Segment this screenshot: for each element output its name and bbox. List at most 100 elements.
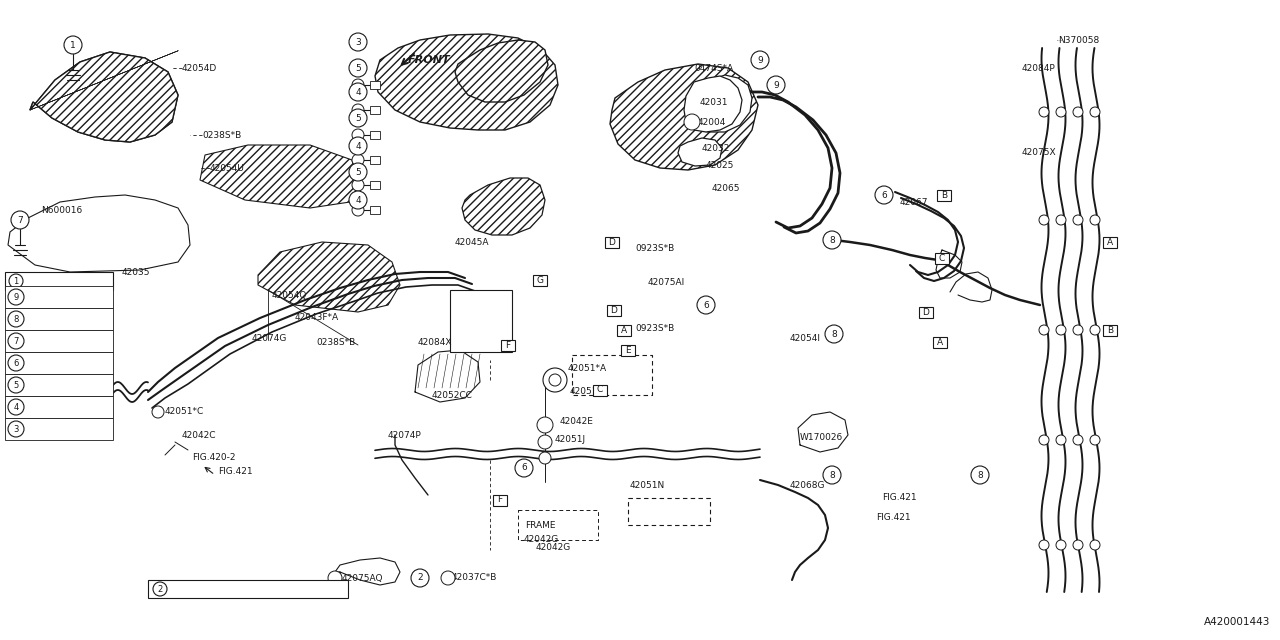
Text: 0923S*B: 0923S*B xyxy=(635,323,675,333)
FancyBboxPatch shape xyxy=(451,290,512,352)
Text: W170026: W170026 xyxy=(800,433,844,442)
Text: 3: 3 xyxy=(13,424,19,433)
Circle shape xyxy=(352,104,364,116)
Circle shape xyxy=(349,191,367,209)
Text: 42054D: 42054D xyxy=(182,63,218,72)
Circle shape xyxy=(1091,215,1100,225)
Circle shape xyxy=(349,163,367,181)
Text: D: D xyxy=(611,305,617,314)
Polygon shape xyxy=(29,52,178,142)
Text: 5: 5 xyxy=(355,113,361,122)
Text: 4: 4 xyxy=(355,88,361,97)
Text: A: A xyxy=(937,337,943,346)
Text: F: F xyxy=(506,340,511,349)
FancyBboxPatch shape xyxy=(370,181,380,189)
FancyBboxPatch shape xyxy=(500,339,515,351)
Text: 8: 8 xyxy=(831,330,837,339)
Circle shape xyxy=(751,51,769,69)
Text: 42032: 42032 xyxy=(701,143,731,152)
Text: 8: 8 xyxy=(829,470,835,479)
Text: FIG.421: FIG.421 xyxy=(218,467,252,477)
Circle shape xyxy=(767,76,785,94)
Text: 4: 4 xyxy=(355,141,361,150)
FancyBboxPatch shape xyxy=(593,385,607,396)
FancyBboxPatch shape xyxy=(370,81,380,89)
Circle shape xyxy=(349,109,367,127)
FancyBboxPatch shape xyxy=(1103,237,1117,248)
Polygon shape xyxy=(29,52,178,142)
Circle shape xyxy=(823,466,841,484)
Text: 9: 9 xyxy=(758,56,763,65)
Circle shape xyxy=(1073,107,1083,117)
Circle shape xyxy=(8,421,24,437)
FancyBboxPatch shape xyxy=(934,253,948,264)
Circle shape xyxy=(1091,325,1100,335)
Text: 0238S*A: 0238S*A xyxy=(28,314,69,323)
Text: 42074G: 42074G xyxy=(252,333,288,342)
Text: 7: 7 xyxy=(13,337,19,346)
Circle shape xyxy=(1091,540,1100,550)
Circle shape xyxy=(9,274,23,288)
Circle shape xyxy=(352,79,364,91)
Text: 59185: 59185 xyxy=(28,424,58,433)
Circle shape xyxy=(8,355,24,371)
Circle shape xyxy=(411,569,429,587)
Text: 42042E: 42042E xyxy=(561,417,594,426)
Text: 42031: 42031 xyxy=(700,97,728,106)
Text: 42074P: 42074P xyxy=(388,431,421,440)
Text: 42052CC: 42052CC xyxy=(433,390,472,399)
Text: 8: 8 xyxy=(829,236,835,244)
Polygon shape xyxy=(200,145,358,208)
Text: 42025: 42025 xyxy=(707,161,735,170)
Circle shape xyxy=(539,452,550,464)
Circle shape xyxy=(8,377,24,393)
Circle shape xyxy=(515,459,532,477)
Text: 42075AQ: 42075AQ xyxy=(342,573,384,582)
Circle shape xyxy=(823,231,841,249)
Circle shape xyxy=(8,333,24,349)
Text: FIG.421: FIG.421 xyxy=(876,513,910,522)
FancyBboxPatch shape xyxy=(607,305,621,316)
Circle shape xyxy=(1073,540,1083,550)
Circle shape xyxy=(1091,435,1100,445)
Text: 42068G: 42068G xyxy=(790,481,826,490)
Circle shape xyxy=(826,325,844,343)
Text: 42042C: 42042C xyxy=(182,431,216,440)
FancyBboxPatch shape xyxy=(5,418,113,440)
Text: 0923S*B: 0923S*B xyxy=(635,243,675,253)
Circle shape xyxy=(1039,540,1050,550)
Text: 1: 1 xyxy=(13,276,19,285)
Circle shape xyxy=(349,83,367,101)
Circle shape xyxy=(1056,215,1066,225)
Text: 0101S*B: 0101S*B xyxy=(27,276,68,285)
Text: F: F xyxy=(498,495,503,504)
FancyBboxPatch shape xyxy=(493,495,507,506)
Text: 6: 6 xyxy=(521,463,527,472)
FancyBboxPatch shape xyxy=(5,374,113,396)
Circle shape xyxy=(352,179,364,191)
Circle shape xyxy=(972,466,989,484)
Polygon shape xyxy=(685,75,753,132)
Text: 0238S*B: 0238S*B xyxy=(202,131,241,140)
FancyBboxPatch shape xyxy=(532,275,547,285)
Circle shape xyxy=(1056,107,1066,117)
Circle shape xyxy=(349,33,367,51)
FancyBboxPatch shape xyxy=(5,396,113,418)
Circle shape xyxy=(538,417,553,433)
Text: 7: 7 xyxy=(17,216,23,225)
FancyBboxPatch shape xyxy=(1103,324,1117,335)
Text: 42075X: 42075X xyxy=(1021,147,1056,157)
FancyBboxPatch shape xyxy=(617,324,631,335)
FancyBboxPatch shape xyxy=(370,206,380,214)
Text: 42074N: 42074N xyxy=(6,374,42,383)
Text: 42051N: 42051N xyxy=(630,481,666,490)
Text: 42067: 42067 xyxy=(900,198,928,207)
Text: 4: 4 xyxy=(13,403,19,412)
Text: C: C xyxy=(596,385,603,394)
Text: B: B xyxy=(941,191,947,200)
Text: FRONT: FRONT xyxy=(408,55,451,65)
Text: 3: 3 xyxy=(355,38,361,47)
Text: G: G xyxy=(536,275,544,285)
Circle shape xyxy=(1039,435,1050,445)
Text: 42042G: 42042G xyxy=(524,536,559,545)
